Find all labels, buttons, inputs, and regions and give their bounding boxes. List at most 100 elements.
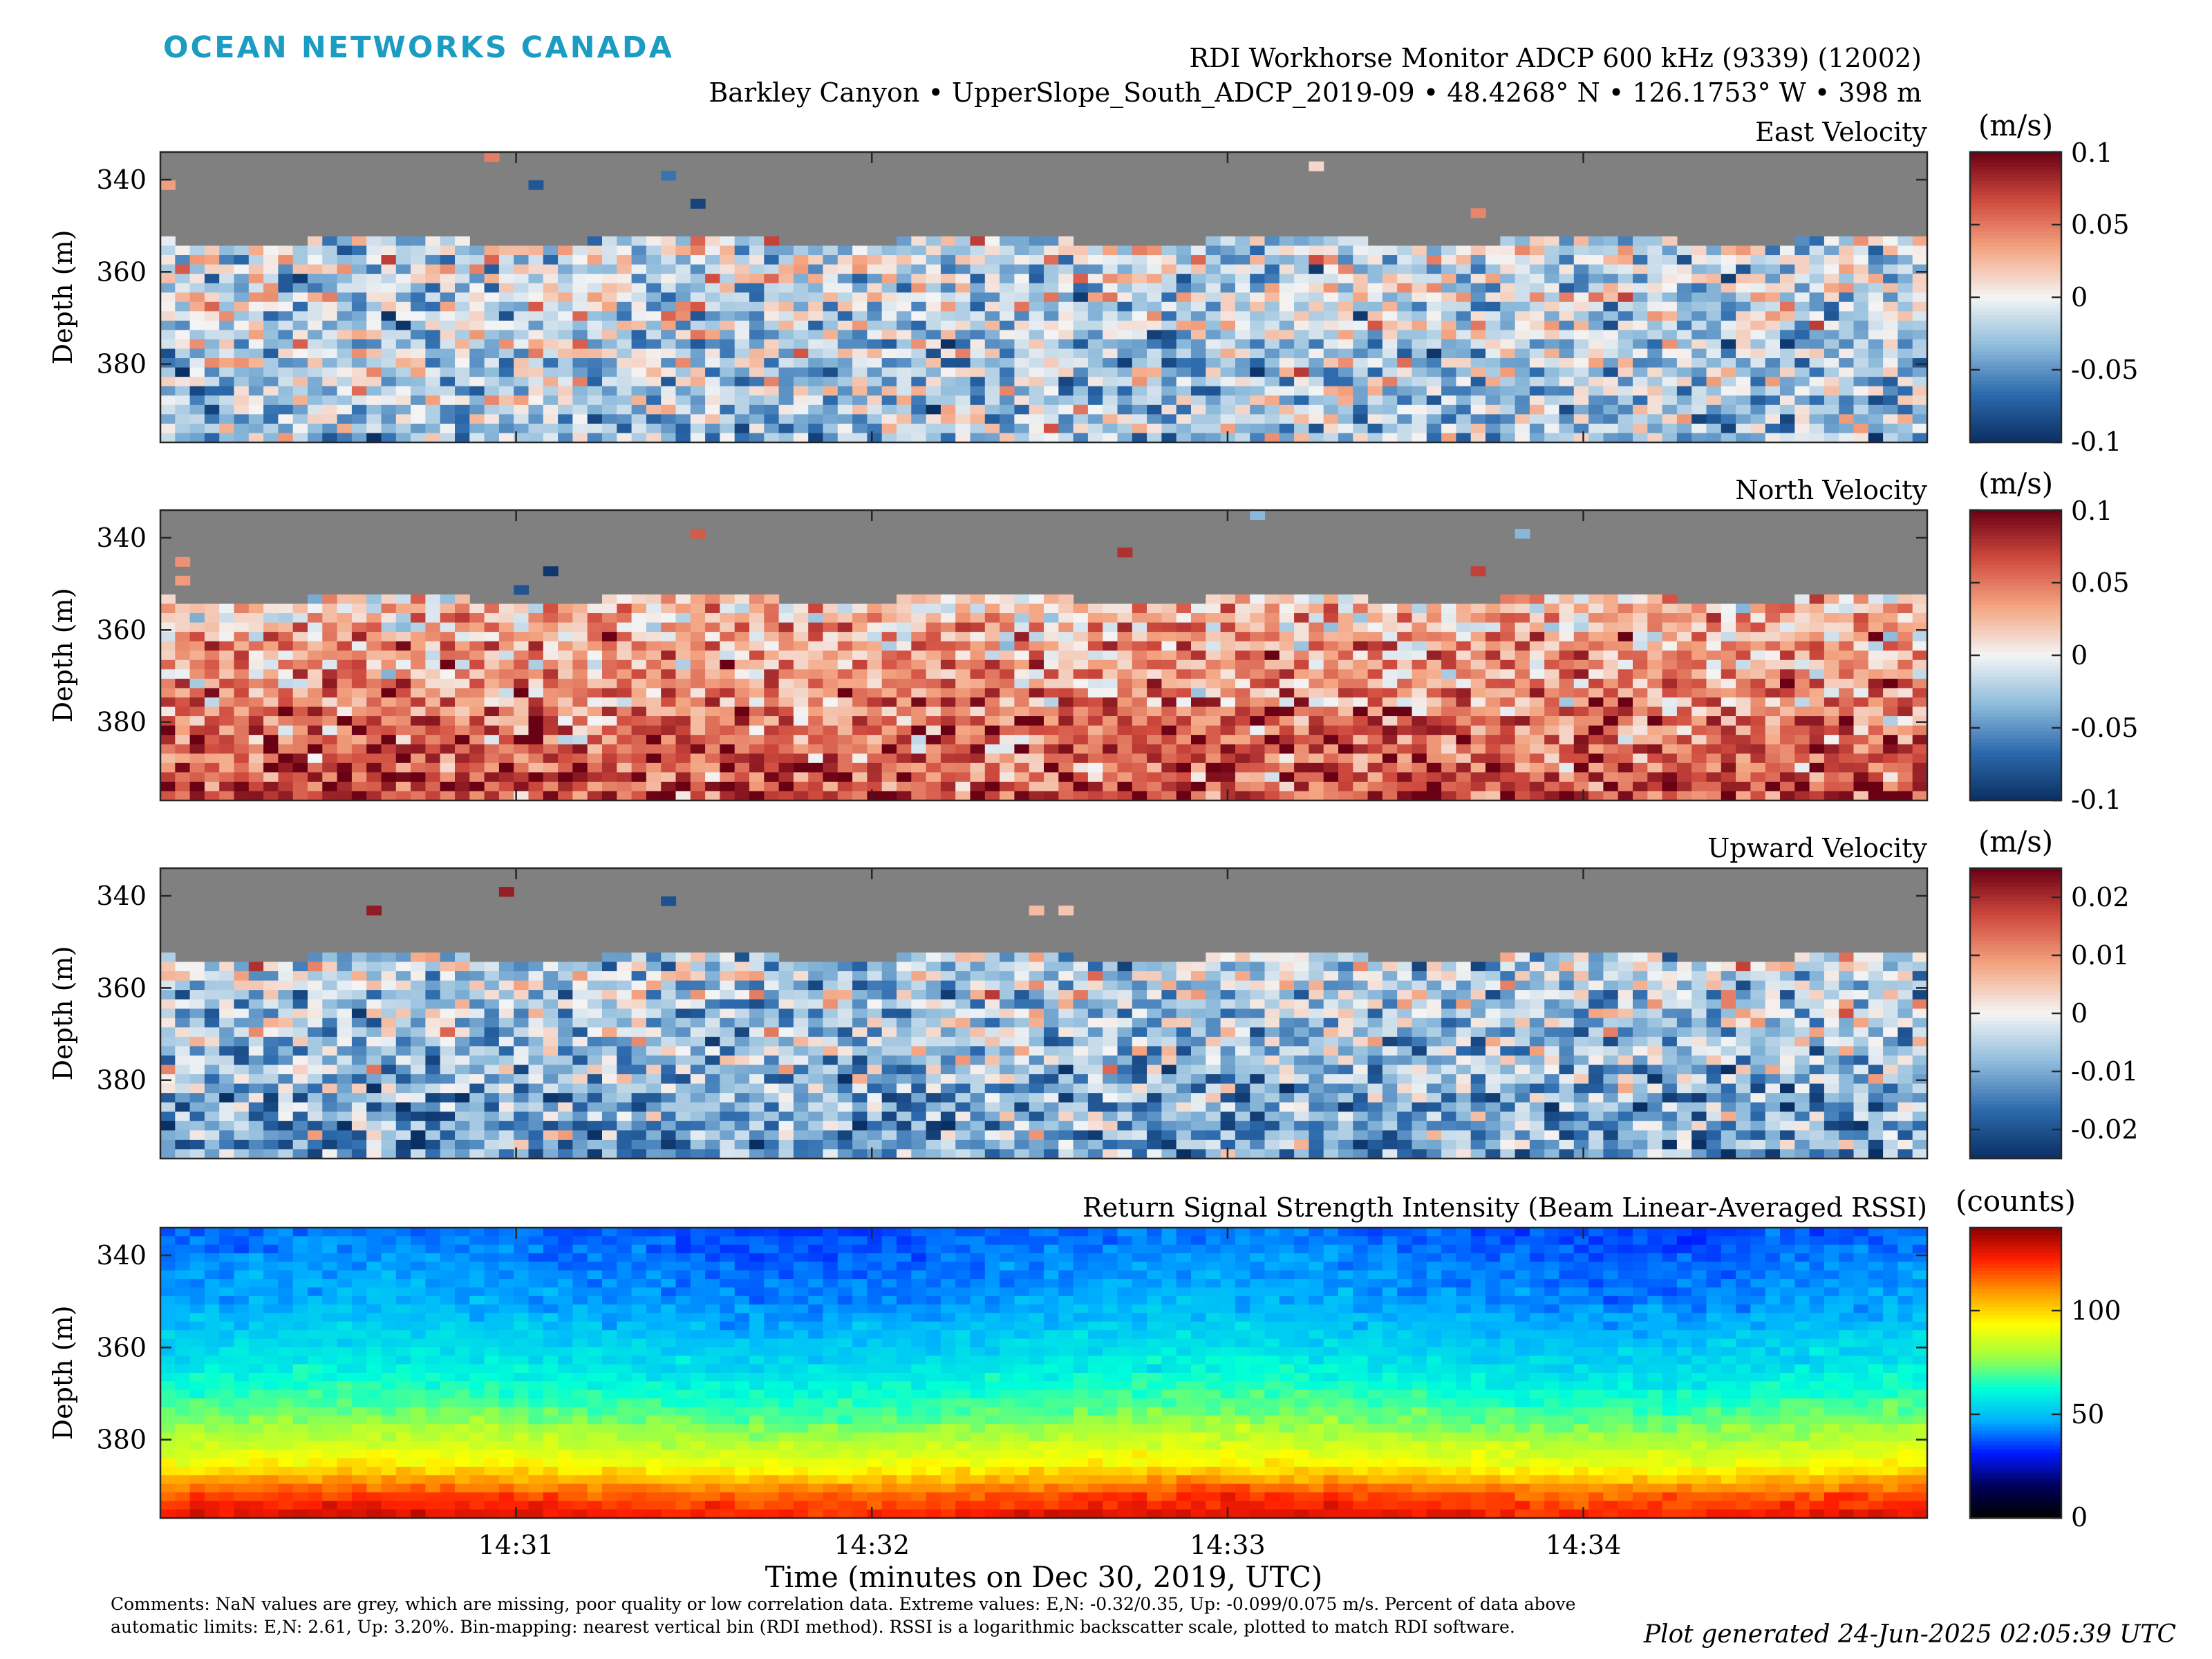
heat-cell <box>720 423 735 434</box>
heat-cell <box>1206 744 1221 754</box>
heat-cell <box>1544 433 1560 443</box>
heat-cell <box>455 791 470 801</box>
heat-cell <box>1426 659 1442 670</box>
heat-cell <box>1426 688 1442 698</box>
heat-cell <box>455 245 470 256</box>
heat-cell <box>1412 697 1427 708</box>
heat-cell <box>1250 706 1266 717</box>
heat-cell <box>1500 320 1516 331</box>
heat-cell <box>292 632 308 642</box>
heat-cell <box>984 423 1000 434</box>
heat-cell <box>1161 245 1177 256</box>
heat-cell <box>661 171 677 181</box>
heat-cell <box>646 706 662 717</box>
heat-cell <box>263 622 279 632</box>
heat-cell <box>1382 301 1398 312</box>
heat-cell <box>1676 762 1692 773</box>
heat-cell <box>514 433 529 443</box>
heat-cell <box>631 367 647 377</box>
heat-cell <box>1412 791 1427 801</box>
heat-cell <box>204 650 220 661</box>
heat-cell <box>675 744 691 754</box>
heat-cell <box>926 367 941 377</box>
heat-cell <box>1191 772 1206 782</box>
heat-cell <box>175 301 191 312</box>
heat-cell <box>867 367 883 377</box>
heat-cell <box>278 641 294 651</box>
heat-cell <box>514 245 529 256</box>
heat-cell <box>558 613 573 624</box>
heat-cell <box>175 367 191 377</box>
heat-cell <box>1029 274 1044 284</box>
heat-cell <box>823 395 838 406</box>
heat-cell <box>558 274 573 284</box>
heat-cell <box>1029 301 1044 312</box>
heat-cell <box>292 659 308 670</box>
heat-cell <box>1897 358 1913 368</box>
heat-cell <box>1633 744 1648 754</box>
heat-cell <box>263 386 279 396</box>
heat-cell <box>292 283 308 293</box>
heat-cell <box>690 255 706 265</box>
heat-cell <box>1780 377 1795 387</box>
heat-cell <box>1250 330 1266 340</box>
heat-cell <box>793 386 809 396</box>
heat-cell <box>911 613 927 624</box>
heat-cell <box>543 283 559 293</box>
heat-cell <box>1235 716 1250 727</box>
heat-cell <box>1515 641 1530 651</box>
heat-cell <box>351 414 367 424</box>
heat-cell <box>940 348 956 359</box>
heat-cell <box>1073 283 1089 293</box>
heat-cell <box>661 433 677 443</box>
heat-cell <box>1868 404 1884 415</box>
heat-cell <box>1485 245 1501 256</box>
heat-cell <box>1264 762 1280 773</box>
heat-cell <box>940 292 956 303</box>
heat-cell <box>1176 688 1192 698</box>
heat-cell <box>867 433 883 443</box>
heat-cell <box>351 603 367 614</box>
heat-cell <box>926 274 941 284</box>
heat-cell <box>617 423 632 434</box>
heat-cell <box>1014 594 1030 605</box>
heat-cell <box>337 414 353 424</box>
heat-cell <box>984 377 1000 387</box>
heat-cell <box>528 650 544 661</box>
heat-cell <box>1897 236 1913 247</box>
heat-cell <box>1000 414 1015 424</box>
colorbar-tick-label: 0.05 <box>2071 209 2130 240</box>
heat-cell <box>484 395 500 406</box>
heat-cell <box>1647 264 1663 274</box>
heat-cell <box>1544 622 1560 632</box>
heat-cell <box>926 706 941 717</box>
heat-cell <box>1279 423 1295 434</box>
heat-cell <box>1117 678 1133 689</box>
heat-cell <box>1367 744 1383 754</box>
heat-cell <box>1323 311 1339 321</box>
heat-cell <box>234 688 250 698</box>
heat-cell <box>602 283 617 293</box>
heat-cell <box>1029 367 1044 377</box>
heat-cell <box>263 311 279 321</box>
heat-cell <box>1294 330 1309 340</box>
heat-cell <box>661 320 677 331</box>
heat-cell <box>1573 594 1589 605</box>
heat-cell <box>1294 377 1309 387</box>
heat-cell <box>278 622 294 632</box>
heat-cell <box>1633 594 1648 605</box>
heat-cell <box>1721 330 1736 340</box>
heat-cell <box>793 613 809 624</box>
heat-cell <box>381 255 397 265</box>
heat-cell <box>263 641 279 651</box>
heat-cell <box>1633 641 1648 651</box>
heat-cell <box>1087 659 1103 670</box>
heat-cell <box>970 255 986 265</box>
heat-cell <box>572 697 588 708</box>
heat-cell <box>1515 772 1530 782</box>
heat-cell <box>234 377 250 387</box>
heat-cell <box>970 697 986 708</box>
heat-cell <box>1235 311 1250 321</box>
heat-cell <box>1750 348 1766 359</box>
heat-cell <box>1250 632 1266 642</box>
